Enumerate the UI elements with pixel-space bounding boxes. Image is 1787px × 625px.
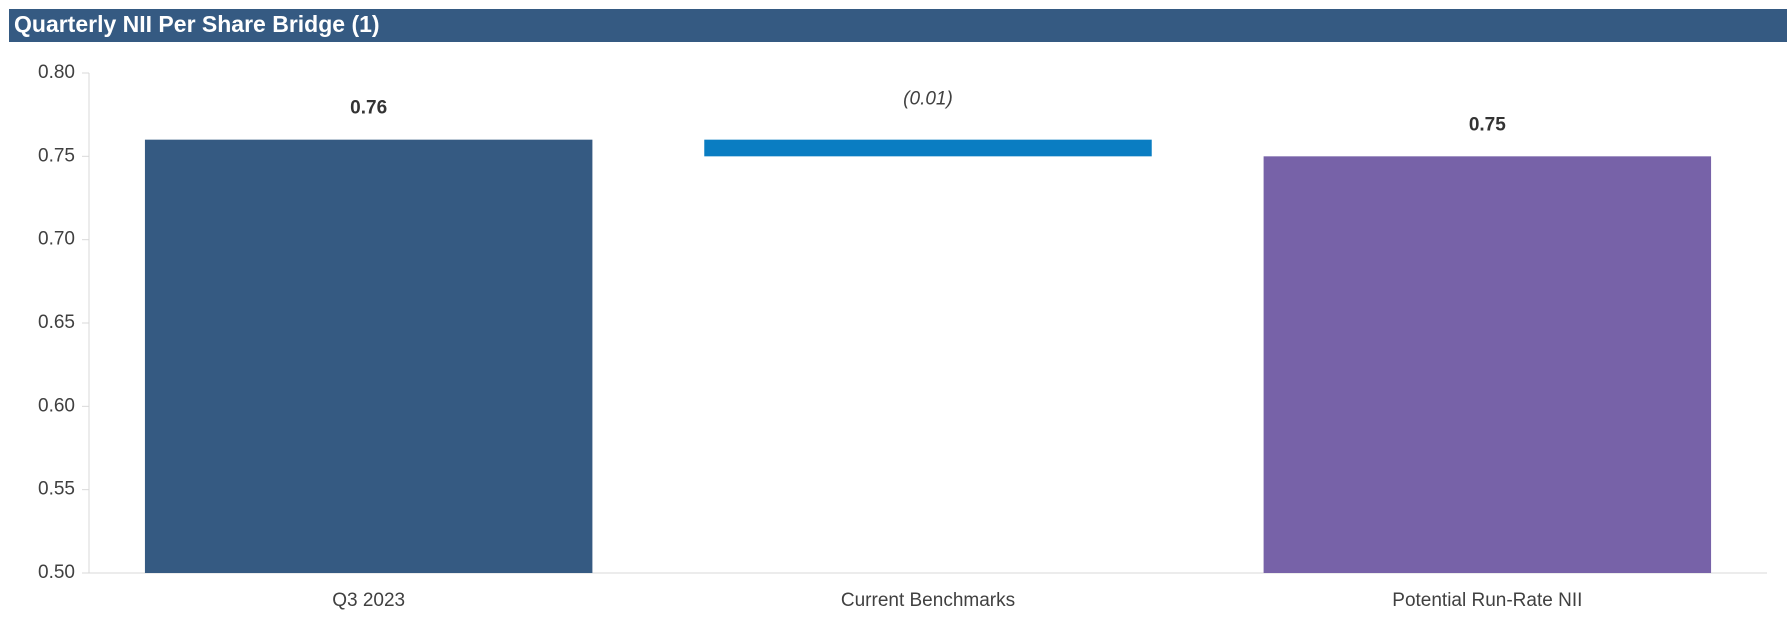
y-tick-label: 0.70 [38, 229, 75, 250]
data-label: 0.76 [350, 98, 387, 119]
data-label: 0.75 [1469, 114, 1506, 135]
y-tick-label: 0.55 [38, 479, 75, 500]
y-tick-label: 0.75 [38, 145, 75, 166]
bar [704, 139, 1152, 157]
y-tick-label: 0.80 [38, 62, 75, 83]
data-label: (0.01) [903, 89, 953, 110]
y-tick-label: 0.50 [38, 562, 75, 583]
y-tick-label: 0.60 [38, 395, 75, 416]
x-tick-label: Potential Run-Rate NII [1392, 590, 1582, 611]
y-tick-label: 0.65 [38, 312, 75, 333]
x-tick-label: Current Benchmarks [841, 590, 1015, 611]
bar [144, 139, 593, 573]
chart-title: Quarterly NII Per Share Bridge (1) [14, 11, 380, 37]
bar [1263, 156, 1712, 574]
x-tick-label: Q3 2023 [332, 590, 405, 611]
title-band [9, 9, 1787, 42]
